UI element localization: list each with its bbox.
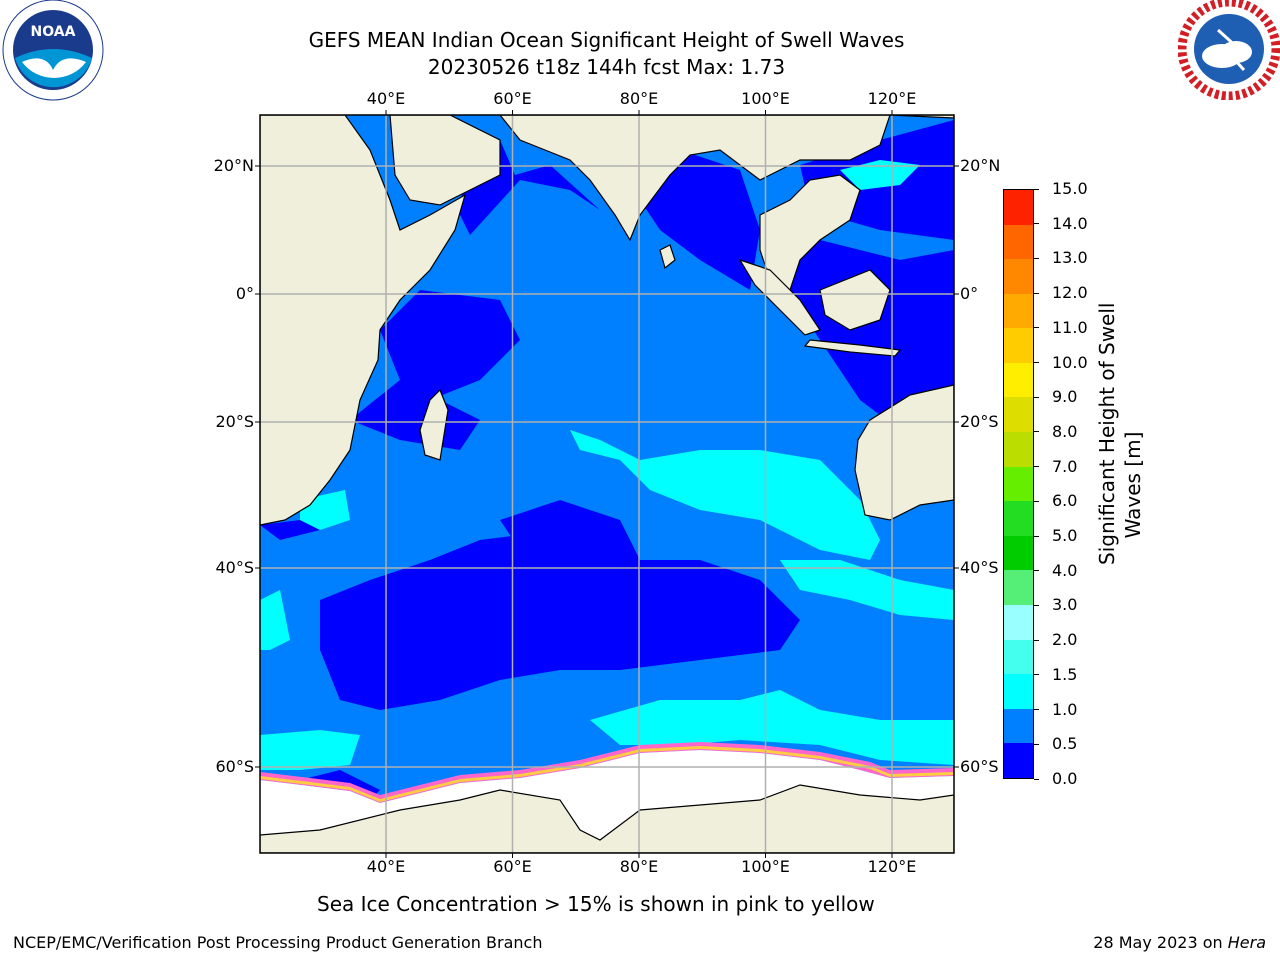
- lat-tick-label: 0°: [235, 284, 254, 303]
- footer-machine: Hera: [1227, 933, 1266, 952]
- colorbar-level-label: 13.0: [1052, 248, 1088, 268]
- ice-edge-inner: [260, 746, 954, 802]
- colorbar-level-label: 15.0: [1052, 179, 1088, 198]
- colorbar-level-label: 8.0: [1052, 421, 1078, 441]
- lon-tick-label: 100°E: [741, 89, 790, 108]
- colorbar-level-label: 7.0: [1052, 456, 1078, 476]
- lon-tick-label: 60°E: [493, 89, 532, 108]
- map-subtitle: 20230526 t18z 144h fcst Max: 1.73: [427, 55, 786, 79]
- lat-tick-label: 40°S: [215, 558, 254, 577]
- colorbar-title: Significant Height of Swell Waves [m]: [1094, 302, 1146, 565]
- map-frame: [259, 114, 955, 854]
- ice-note: Sea Ice Concentration > 15% is shown in …: [317, 892, 875, 916]
- colorbar-tick: [1034, 396, 1039, 398]
- lon-tick-label: 80°E: [619, 857, 659, 876]
- colorbar-level-label: 1.0: [1052, 699, 1078, 719]
- lon-tick-label: 100°E: [741, 857, 790, 876]
- colorbar-title-line1: Significant Height of Swell: [1095, 302, 1119, 565]
- colorbar-tick: [1034, 604, 1039, 606]
- footer-date-text: 28 May 2023 on: [1093, 933, 1228, 952]
- noaa-logo: NOAA: [2, 0, 104, 101]
- gridlines: [260, 115, 954, 853]
- colorbar-segment: [1004, 674, 1033, 709]
- colorbar-tick: [1034, 639, 1039, 641]
- lat-tick-label: 60°S: [960, 757, 999, 776]
- colorbar-tick: [1034, 188, 1039, 190]
- lon-tick-label: 60°E: [493, 857, 532, 876]
- colorbar-level-label: 11.0: [1052, 317, 1088, 337]
- colorbar-segment: [1004, 293, 1033, 329]
- colorbar-level-label: 14.0: [1052, 213, 1088, 233]
- colorbar-segment: [1004, 328, 1033, 363]
- colorbar-tick: [1034, 674, 1039, 676]
- colorbar-segment: [1004, 708, 1033, 744]
- colorbar-level-label: 4.0: [1052, 560, 1078, 580]
- lon-tick-label: 120°E: [867, 89, 917, 108]
- lat-tick-label: 20°N: [960, 156, 1001, 175]
- nws-logo: [1178, 0, 1280, 100]
- footer-date: 28 May 2023 on Hera: [1093, 933, 1266, 953]
- colorbar-segment: [1004, 570, 1033, 605]
- colorbar-tick: [1034, 500, 1039, 502]
- lon-tick-label: 120°E: [867, 857, 917, 876]
- lat-tick-label: 20°S: [960, 412, 999, 431]
- colorbar-title-line2: Waves [m]: [1121, 431, 1145, 539]
- colorbar-segment: [1004, 224, 1033, 260]
- colorbar-segment: [1004, 362, 1033, 398]
- high-swell-regions: [260, 160, 954, 770]
- colorbar-segment: [1004, 397, 1033, 433]
- tick-marks: [255, 110, 959, 858]
- colorbar-tick: [1034, 778, 1039, 780]
- colorbar-segment: [1004, 432, 1033, 467]
- colorbar-level-label: 0.5: [1052, 734, 1078, 754]
- lat-tick-label: 60°S: [215, 757, 254, 776]
- lat-tick-label: 40°S: [960, 558, 999, 577]
- colorbar-segment: [1004, 604, 1033, 640]
- colorbar-tick: [1034, 223, 1039, 225]
- colorbar-level-label: 12.0: [1052, 283, 1088, 303]
- lat-tick-label: 20°S: [215, 412, 254, 431]
- lon-tick-label: 80°E: [619, 89, 659, 108]
- colorbar-tick: [1034, 535, 1039, 537]
- colorbar-tick: [1034, 327, 1039, 329]
- lon-tick-label: 40°E: [366, 857, 406, 876]
- colorbar-tick: [1034, 431, 1039, 433]
- colorbar-tick: [1034, 362, 1039, 364]
- lat-tick-label: 0°: [960, 284, 979, 303]
- lat-tick-label: 20°N: [213, 156, 254, 175]
- colorbar-segment: [1004, 466, 1033, 502]
- colorbar-level-label: 2.0: [1052, 630, 1078, 650]
- noaa-logo-text: NOAA: [31, 24, 76, 40]
- colorbar-level-label: 1.5: [1052, 664, 1078, 684]
- colorbar-segment: [1004, 743, 1033, 778]
- colorbar-level-label: 10.0: [1052, 352, 1088, 372]
- colorbar-segment: [1004, 535, 1033, 571]
- colorbar-level-label: 0.0: [1052, 769, 1078, 788]
- colorbar-level-label: 3.0: [1052, 595, 1078, 615]
- colorbar-segment: [1004, 259, 1033, 294]
- colorbar-tick: [1034, 709, 1039, 711]
- colorbar-tick: [1034, 570, 1039, 572]
- colorbar-level-label: 9.0: [1052, 387, 1078, 407]
- colorbar-level-label: 6.0: [1052, 491, 1078, 511]
- colorbar-segment: [1004, 190, 1033, 225]
- map-title: GEFS MEAN Indian Ocean Significant Heigh…: [308, 28, 905, 52]
- footer-credit: NCEP/EMC/Verification Post Processing Pr…: [13, 933, 543, 952]
- colorbar-tick: [1034, 257, 1039, 259]
- lon-tick-label: 40°E: [366, 89, 406, 108]
- colorbar-segment: [1004, 501, 1033, 536]
- colorbar-segment: [1004, 639, 1033, 675]
- colorbar-tick: [1034, 743, 1039, 745]
- colorbar: [1003, 189, 1034, 779]
- colorbar-tick: [1034, 466, 1039, 468]
- colorbar-level-label: 5.0: [1052, 526, 1078, 546]
- colorbar-tick: [1034, 292, 1039, 294]
